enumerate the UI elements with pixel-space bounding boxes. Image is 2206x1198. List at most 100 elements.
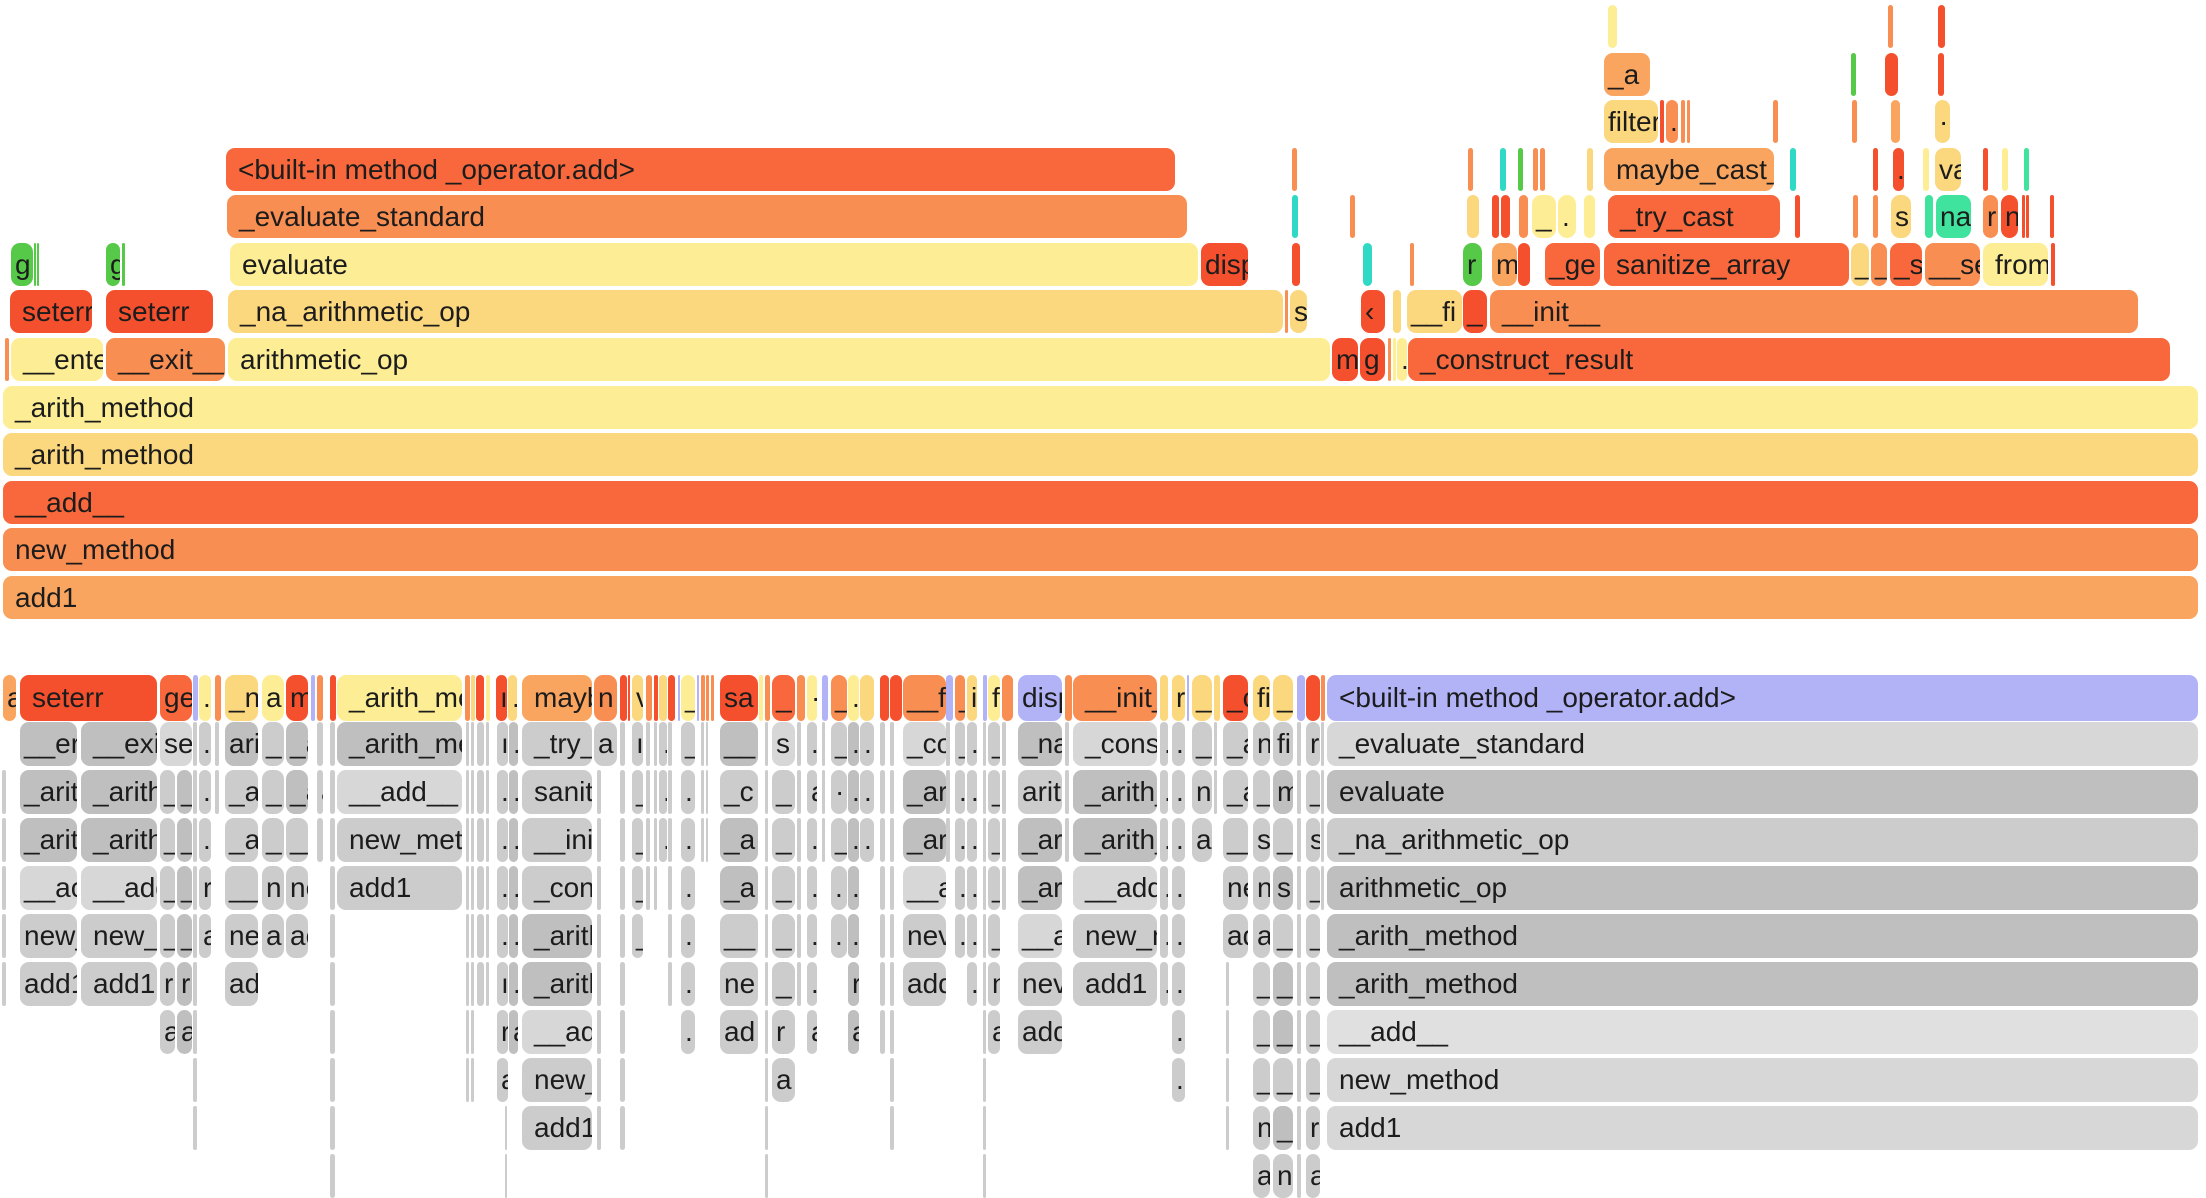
frame-add1[interactable]: add1 xyxy=(3,576,2198,619)
frame-sliver[interactable] xyxy=(706,722,708,766)
frame-_ar[interactable]: _ar xyxy=(1018,866,1062,910)
frame-sliver[interactable] xyxy=(765,722,768,766)
frame-_s[interactable]: _s xyxy=(1890,243,1922,286)
frame-_a[interactable]: _a xyxy=(720,866,758,910)
frame-sliver[interactable] xyxy=(1297,818,1301,862)
frame-[interactable]: . xyxy=(967,866,977,910)
frame-[interactable]: . xyxy=(955,914,965,958)
frame-sliver[interactable] xyxy=(880,866,885,910)
frame-sliver[interactable] xyxy=(890,1106,894,1150)
frame-r[interactable]: r xyxy=(497,1010,508,1054)
frame-__[interactable]: __ xyxy=(720,722,758,766)
frame-sliver[interactable] xyxy=(1681,100,1685,143)
frame-_[interactable]: _ xyxy=(1273,1010,1293,1054)
frame-sliver[interactable] xyxy=(1002,866,1006,910)
frame-sliver[interactable] xyxy=(668,962,672,1006)
frame-g[interactable]: g xyxy=(11,243,33,286)
frame-_[interactable]: _ xyxy=(1273,962,1293,1006)
frame-sliver[interactable] xyxy=(1393,338,1396,381)
frame-_[interactable]: _ xyxy=(1306,1010,1320,1054)
frame-sliver[interactable] xyxy=(330,770,335,814)
frame-sliver[interactable] xyxy=(668,914,672,958)
frame-sliver[interactable] xyxy=(701,722,704,766)
frame-sliver[interactable] xyxy=(765,1010,768,1054)
frame-a[interactable]: a xyxy=(317,770,323,814)
frame-_[interactable]: _ xyxy=(772,675,795,721)
frame-se[interactable]: se xyxy=(160,722,192,766)
frame-_na[interactable]: _na xyxy=(1018,722,1062,766)
frame-sanitize_array[interactable]: sanitize_array xyxy=(1604,243,1849,286)
frame-sliver[interactable] xyxy=(1873,195,1878,238)
frame-__add__[interactable]: __add__ xyxy=(337,770,462,814)
frame-s[interactable]: s xyxy=(1306,818,1320,862)
frame-arit[interactable]: arit xyxy=(1018,770,1062,814)
frame-sliver[interactable] xyxy=(1297,722,1301,766)
frame-sliver[interactable] xyxy=(1888,5,1893,48)
frame-[interactable]: ı xyxy=(317,722,323,766)
frame-sliver[interactable] xyxy=(646,722,650,766)
frame-[interactable]: . xyxy=(848,770,859,814)
frame-new_method[interactable]: new_method xyxy=(1327,1058,2198,1102)
frame-sliver[interactable] xyxy=(311,675,315,721)
frame-sliver[interactable] xyxy=(797,962,801,1006)
frame-sliver[interactable] xyxy=(880,770,885,814)
frame-sliver[interactable] xyxy=(1852,100,1857,143)
frame-sliver[interactable] xyxy=(1002,818,1006,862)
frame-[interactable]: . xyxy=(848,914,859,958)
frame-sliver[interactable] xyxy=(983,866,986,910)
frame-sliver[interactable] xyxy=(486,962,489,1006)
frame-[interactable]: · xyxy=(831,770,847,814)
frame-_const[interactable]: _const xyxy=(1073,722,1157,766)
frame-sliver[interactable] xyxy=(193,770,197,814)
frame-sliver[interactable] xyxy=(1297,962,1301,1006)
frame-_[interactable]: _ xyxy=(1273,818,1293,862)
frame-sliver[interactable] xyxy=(765,675,770,721)
frame-sliver[interactable] xyxy=(765,1058,768,1102)
frame-sliver[interactable] xyxy=(1065,722,1069,766)
frame-r[interactable]: r xyxy=(1172,675,1185,721)
frame-sliver[interactable] xyxy=(890,1058,894,1102)
frame-sliver[interactable] xyxy=(505,1106,507,1150)
frame-sliver[interactable] xyxy=(1467,195,1479,238)
frame-a[interactable]: a xyxy=(160,1010,175,1054)
frame-_try_cast[interactable]: _try_cast xyxy=(1608,195,1780,238)
frame-sliver[interactable] xyxy=(1297,1010,1301,1054)
frame-sliver[interactable] xyxy=(471,866,474,910)
frame-_a[interactable]: _a xyxy=(720,818,758,862)
frame-_arith_[interactable]: _arith_ xyxy=(81,818,157,862)
frame-sliver[interactable] xyxy=(890,818,894,862)
frame-seterr[interactable]: seterr xyxy=(20,675,157,721)
frame-r[interactable]: r xyxy=(1463,243,1482,286)
frame-_[interactable]: _ xyxy=(1306,1058,1320,1102)
frame-sliver[interactable] xyxy=(1002,770,1006,814)
frame-[interactable]: . xyxy=(1172,722,1185,766)
frame-sliver[interactable] xyxy=(466,1010,469,1054)
frame-sliver[interactable] xyxy=(1790,148,1796,191)
frame-ne[interactable]: ne xyxy=(720,962,758,1006)
frame-sliver[interactable] xyxy=(330,818,335,862)
frame-n[interactable]: n xyxy=(1192,770,1212,814)
frame-[interactable]: . xyxy=(831,866,847,910)
frame-sliver[interactable] xyxy=(668,722,672,766)
frame-_[interactable]: _ xyxy=(772,962,795,1006)
frame-sliver[interactable] xyxy=(486,818,489,862)
frame-_a[interactable]: _a xyxy=(286,722,308,766)
frame-sliver[interactable] xyxy=(597,770,601,814)
frame-sliver[interactable] xyxy=(317,675,323,721)
frame-_[interactable]: _ xyxy=(772,818,795,862)
frame-_[interactable]: _ xyxy=(632,818,643,862)
frame-sliver[interactable] xyxy=(471,1058,474,1102)
frame-__add[interactable]: __add xyxy=(81,866,157,910)
frame-_[interactable]: _ xyxy=(1273,675,1293,721)
frame-sliver[interactable] xyxy=(880,1010,885,1054)
frame-ad[interactable]: ad xyxy=(225,962,258,1006)
frame-sliver[interactable] xyxy=(678,675,680,721)
frame-na[interactable]: na xyxy=(1936,195,1971,238)
frame-sliver[interactable] xyxy=(1468,148,1473,191)
frame-n[interactable]: n xyxy=(1253,866,1270,910)
frame-sliver[interactable] xyxy=(759,675,763,721)
frame-sliver[interactable] xyxy=(765,962,768,1006)
frame-sliver[interactable] xyxy=(471,914,474,958)
frame-sliver[interactable] xyxy=(765,1154,768,1198)
frame-_[interactable]: _ xyxy=(1532,195,1556,238)
